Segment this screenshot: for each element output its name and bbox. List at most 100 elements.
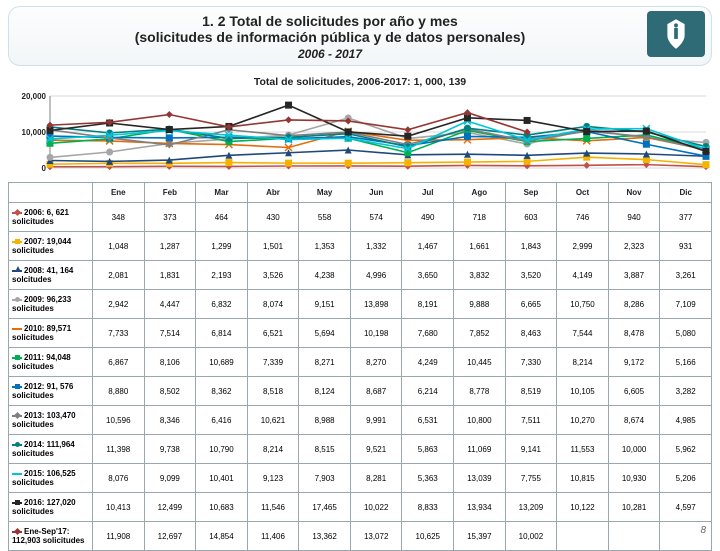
series-label-text: 2010: 89,571 solicitudes xyxy=(12,324,71,342)
column-header: Nov xyxy=(608,183,660,203)
data-cell: 9,099 xyxy=(144,464,196,493)
data-cell: 7,544 xyxy=(557,319,609,348)
data-table: EneFebMarAbrMayJunJulAgoSepOctNovDic2006… xyxy=(8,182,712,551)
data-cell: 9,151 xyxy=(299,290,351,319)
data-cell xyxy=(557,522,609,551)
data-cell: 3,650 xyxy=(402,261,454,290)
data-cell: 2,999 xyxy=(557,232,609,261)
title-line-2: (solicitudes de información pública y de… xyxy=(19,29,641,45)
column-header: Ene xyxy=(93,183,145,203)
data-cell: 10,750 xyxy=(557,290,609,319)
data-cell: 10,689 xyxy=(196,348,248,377)
legend-marker xyxy=(12,444,22,446)
data-cell: 15,397 xyxy=(454,522,506,551)
series-label-text: 2007: 19,044 solicitudes xyxy=(12,237,71,255)
data-cell: 10,270 xyxy=(557,406,609,435)
data-cell: 11,546 xyxy=(247,493,299,522)
column-header: Jun xyxy=(350,183,402,203)
table-corner xyxy=(9,183,93,203)
page-number: 8 xyxy=(700,525,706,536)
data-cell: 8,270 xyxy=(350,348,402,377)
data-cell: 10,930 xyxy=(608,464,660,493)
data-cell: 4,597 xyxy=(660,493,712,522)
table-row: 2013: 103,470 solicitudes10,5968,3466,41… xyxy=(9,406,712,435)
data-cell: 3,832 xyxy=(454,261,506,290)
data-cell: 11,069 xyxy=(454,435,506,464)
data-cell: 6,867 xyxy=(93,348,145,377)
series-label-cell: 2012: 91, 576 solicitudes xyxy=(9,377,93,406)
data-cell: 10,445 xyxy=(454,348,506,377)
data-cell xyxy=(608,522,660,551)
table-row: 2006: 6, 621 solicitudes3483734644305585… xyxy=(9,203,712,232)
data-cell: 1,332 xyxy=(350,232,402,261)
data-cell: 10,105 xyxy=(557,377,609,406)
data-cell: 13,934 xyxy=(454,493,506,522)
legend-marker xyxy=(12,502,22,504)
svg-text:20,000: 20,000 xyxy=(22,92,47,101)
data-cell: 558 xyxy=(299,203,351,232)
data-cell: 348 xyxy=(93,203,145,232)
data-cell: 5,080 xyxy=(660,319,712,348)
data-cell: 7,511 xyxy=(505,406,557,435)
table-row: 2012: 91, 576 solicitudes8,8808,5028,362… xyxy=(9,377,712,406)
data-cell: 11,908 xyxy=(93,522,145,551)
data-cell: 8,106 xyxy=(144,348,196,377)
series-label-cell: 2009: 96,233 solicitudes xyxy=(9,290,93,319)
column-header: Oct xyxy=(557,183,609,203)
data-cell: 7,339 xyxy=(247,348,299,377)
data-cell: 12,499 xyxy=(144,493,196,522)
table-row: Ene-Sep'17: 112,903 solicitudes 11,90812,… xyxy=(9,522,712,551)
data-cell: 5,206 xyxy=(660,464,712,493)
data-cell: 7,852 xyxy=(454,319,506,348)
data-cell: 13,072 xyxy=(350,522,402,551)
data-cell: 10,621 xyxy=(247,406,299,435)
data-cell: 13,209 xyxy=(505,493,557,522)
column-header: May xyxy=(299,183,351,203)
legend-marker xyxy=(12,299,22,301)
data-cell: 10,413 xyxy=(93,493,145,522)
title-line-1: 1. 2 Total de solicitudes por año y mes xyxy=(19,13,641,29)
data-cell: 8,214 xyxy=(557,348,609,377)
data-cell: 10,022 xyxy=(350,493,402,522)
data-cell: 13,362 xyxy=(299,522,351,551)
grand-total-subtitle: Total de solicitudes, 2006-2017: 1, 000,… xyxy=(0,76,720,88)
data-cell: 9,123 xyxy=(247,464,299,493)
data-cell: 5,166 xyxy=(660,348,712,377)
data-cell: 9,888 xyxy=(454,290,506,319)
data-cell: 5,363 xyxy=(402,464,454,493)
data-cell: 6,521 xyxy=(247,319,299,348)
table-row: 2011: 94,048 solicitudes6,8678,10610,689… xyxy=(9,348,712,377)
data-cell: 1,353 xyxy=(299,232,351,261)
data-cell: 11,398 xyxy=(93,435,145,464)
data-cell: 7,514 xyxy=(144,319,196,348)
series-label-cell: 2013: 103,470 solicitudes xyxy=(9,406,93,435)
series-label-cell: Ene-Sep'17: 112,903 solicitudes xyxy=(9,522,93,551)
data-cell: 6,814 xyxy=(196,319,248,348)
data-cell: 5,863 xyxy=(402,435,454,464)
table-row: 2010: 89,571 solicitudes 7,7337,5146,8146… xyxy=(9,319,712,348)
column-header: Feb xyxy=(144,183,196,203)
data-cell: 1,661 xyxy=(454,232,506,261)
data-cell: 8,515 xyxy=(299,435,351,464)
series-label-cell: 2007: 19,044 solicitudes xyxy=(9,232,93,261)
data-cell: 10,800 xyxy=(454,406,506,435)
data-cell: 17,465 xyxy=(299,493,351,522)
data-cell: 8,286 xyxy=(608,290,660,319)
data-cell: 8,687 xyxy=(350,377,402,406)
data-cell: 8,518 xyxy=(247,377,299,406)
data-cell: 377 xyxy=(660,203,712,232)
table-header-row: EneFebMarAbrMayJunJulAgoSepOctNovDic xyxy=(9,183,712,203)
data-cell: 10,281 xyxy=(608,493,660,522)
data-cell: 6,214 xyxy=(402,377,454,406)
data-cell: 8,346 xyxy=(144,406,196,435)
data-cell: 718 xyxy=(454,203,506,232)
data-cell: 11,406 xyxy=(247,522,299,551)
series-label-text: Ene-Sep'17: 112,903 solicitudes xyxy=(12,527,85,545)
data-cell: 12,697 xyxy=(144,522,196,551)
data-cell: 940 xyxy=(608,203,660,232)
data-cell: 7,733 xyxy=(93,319,145,348)
legend-marker xyxy=(12,357,22,359)
data-cell: 3,261 xyxy=(660,261,712,290)
legend-marker xyxy=(12,531,22,533)
data-cell: 10,002 xyxy=(505,522,557,551)
